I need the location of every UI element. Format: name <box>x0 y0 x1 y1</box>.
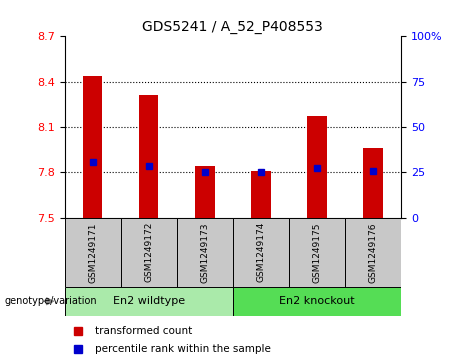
Text: GSM1249173: GSM1249173 <box>200 222 209 282</box>
Text: GSM1249176: GSM1249176 <box>368 222 378 282</box>
Text: GSM1249174: GSM1249174 <box>256 222 266 282</box>
Text: GSM1249171: GSM1249171 <box>88 222 97 282</box>
Bar <box>139 95 159 218</box>
Bar <box>233 287 401 316</box>
Text: En2 knockout: En2 knockout <box>279 296 355 306</box>
Bar <box>177 218 233 287</box>
Bar <box>83 76 102 218</box>
Bar <box>65 287 233 316</box>
Bar <box>121 218 177 287</box>
Text: transformed count: transformed count <box>95 326 192 336</box>
Bar <box>363 148 383 218</box>
Bar <box>233 218 289 287</box>
Bar <box>251 171 271 218</box>
Text: genotype/variation: genotype/variation <box>5 296 97 306</box>
Bar <box>65 218 121 287</box>
Title: GDS5241 / A_52_P408553: GDS5241 / A_52_P408553 <box>142 20 323 34</box>
Text: percentile rank within the sample: percentile rank within the sample <box>95 344 271 354</box>
Text: GSM1249175: GSM1249175 <box>313 222 321 282</box>
Text: GSM1249172: GSM1249172 <box>144 222 153 282</box>
Bar <box>307 117 327 218</box>
Text: En2 wildtype: En2 wildtype <box>112 296 185 306</box>
Bar <box>195 166 214 218</box>
Bar <box>289 218 345 287</box>
Bar <box>345 218 401 287</box>
